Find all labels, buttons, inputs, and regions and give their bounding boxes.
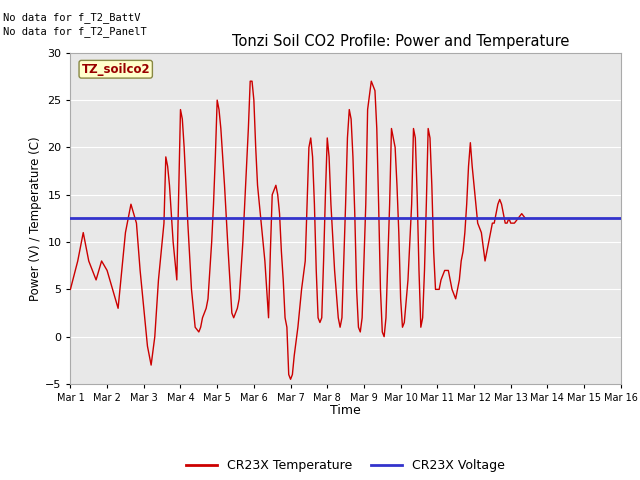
Text: No data for f_T2_PanelT: No data for f_T2_PanelT <box>3 26 147 37</box>
Text: TZ_soilco2: TZ_soilco2 <box>81 63 150 76</box>
X-axis label: Time: Time <box>330 405 361 418</box>
Legend: CR23X Temperature, CR23X Voltage: CR23X Temperature, CR23X Voltage <box>181 454 510 477</box>
Y-axis label: Power (V) / Temperature (C): Power (V) / Temperature (C) <box>29 136 42 300</box>
Title: Tonzi Soil CO2 Profile: Power and Temperature: Tonzi Soil CO2 Profile: Power and Temper… <box>232 34 570 49</box>
Text: No data for f_T2_BattV: No data for f_T2_BattV <box>3 12 141 23</box>
